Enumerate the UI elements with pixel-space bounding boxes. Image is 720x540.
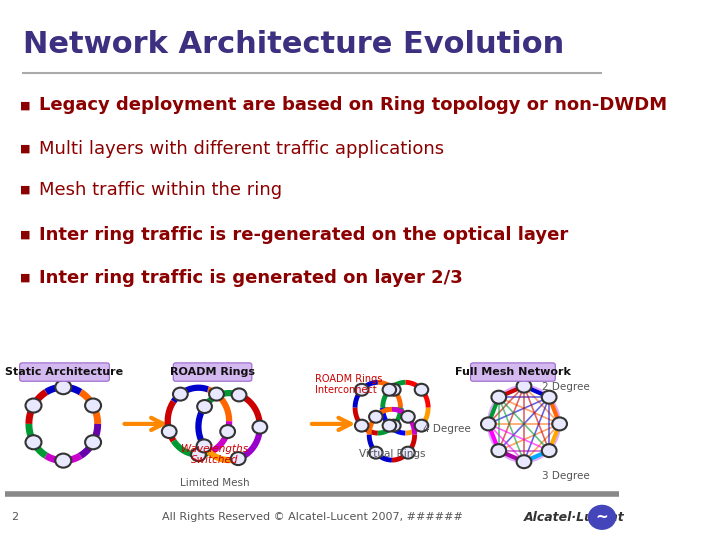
Text: ■: ■	[20, 144, 31, 153]
Circle shape	[85, 435, 101, 449]
Text: Full Mesh Network: Full Mesh Network	[455, 367, 571, 377]
Circle shape	[387, 420, 400, 431]
Circle shape	[387, 384, 400, 396]
Text: 2 Degree: 2 Degree	[542, 382, 590, 392]
Text: Network Architecture Evolution: Network Architecture Evolution	[23, 30, 564, 59]
Text: Static Architecture: Static Architecture	[6, 367, 124, 377]
Text: Limited Mesh: Limited Mesh	[180, 478, 250, 488]
Text: Inter ring traffic is generated on layer 2/3: Inter ring traffic is generated on layer…	[39, 269, 462, 287]
Text: Alcatel·Lucent: Alcatel·Lucent	[524, 511, 625, 524]
Text: ROADM Rings: ROADM Rings	[170, 367, 255, 377]
Circle shape	[162, 425, 176, 438]
Text: All Rights Reserved © Alcatel-Lucent 2007, ######: All Rights Reserved © Alcatel-Lucent 200…	[161, 512, 462, 522]
Circle shape	[517, 455, 531, 468]
Text: ROADM Rings
Interconnect: ROADM Rings Interconnect	[315, 374, 382, 395]
Circle shape	[55, 380, 71, 394]
Circle shape	[173, 388, 188, 401]
Circle shape	[191, 448, 206, 461]
Text: Legacy deployment are based on Ring topology or non-DWDM: Legacy deployment are based on Ring topo…	[39, 96, 667, 114]
FancyBboxPatch shape	[19, 363, 109, 381]
Text: 3 Degree: 3 Degree	[542, 471, 590, 481]
Text: ■: ■	[20, 100, 31, 110]
Circle shape	[55, 454, 71, 468]
Text: Mesh traffic within the ring: Mesh traffic within the ring	[39, 181, 282, 199]
Circle shape	[369, 411, 382, 423]
FancyBboxPatch shape	[174, 363, 252, 381]
Text: 4 Degree: 4 Degree	[423, 424, 471, 434]
Circle shape	[517, 380, 531, 393]
Circle shape	[541, 391, 557, 404]
Text: Inter ring traffic is re-generated on the optical layer: Inter ring traffic is re-generated on th…	[39, 226, 568, 244]
Circle shape	[220, 425, 235, 438]
Circle shape	[355, 384, 369, 396]
Text: 2: 2	[11, 512, 18, 522]
Circle shape	[25, 399, 42, 413]
Text: ■: ■	[20, 273, 31, 283]
FancyBboxPatch shape	[471, 363, 555, 381]
Text: Multi layers with different traffic applications: Multi layers with different traffic appl…	[39, 139, 444, 158]
Circle shape	[231, 452, 246, 465]
Circle shape	[415, 384, 428, 396]
Circle shape	[85, 399, 101, 413]
Circle shape	[492, 391, 506, 404]
Circle shape	[232, 388, 246, 401]
Circle shape	[481, 417, 496, 430]
Circle shape	[552, 417, 567, 430]
Text: ~: ~	[595, 510, 608, 525]
Circle shape	[492, 444, 506, 457]
Text: ■: ■	[20, 185, 31, 195]
Circle shape	[197, 400, 212, 413]
Circle shape	[401, 411, 415, 423]
Circle shape	[209, 388, 224, 401]
Circle shape	[541, 444, 557, 457]
Text: Wavelengths
Switched: Wavelengths Switched	[181, 444, 248, 465]
Text: ■: ■	[20, 230, 31, 240]
Circle shape	[197, 440, 212, 453]
Circle shape	[355, 420, 369, 431]
Text: Virtual Rings: Virtual Rings	[359, 449, 426, 458]
Circle shape	[369, 447, 382, 458]
Circle shape	[382, 384, 396, 396]
Circle shape	[382, 420, 396, 431]
Circle shape	[588, 505, 616, 529]
Circle shape	[415, 420, 428, 431]
Circle shape	[253, 421, 267, 434]
Circle shape	[401, 447, 415, 458]
Circle shape	[25, 435, 42, 449]
